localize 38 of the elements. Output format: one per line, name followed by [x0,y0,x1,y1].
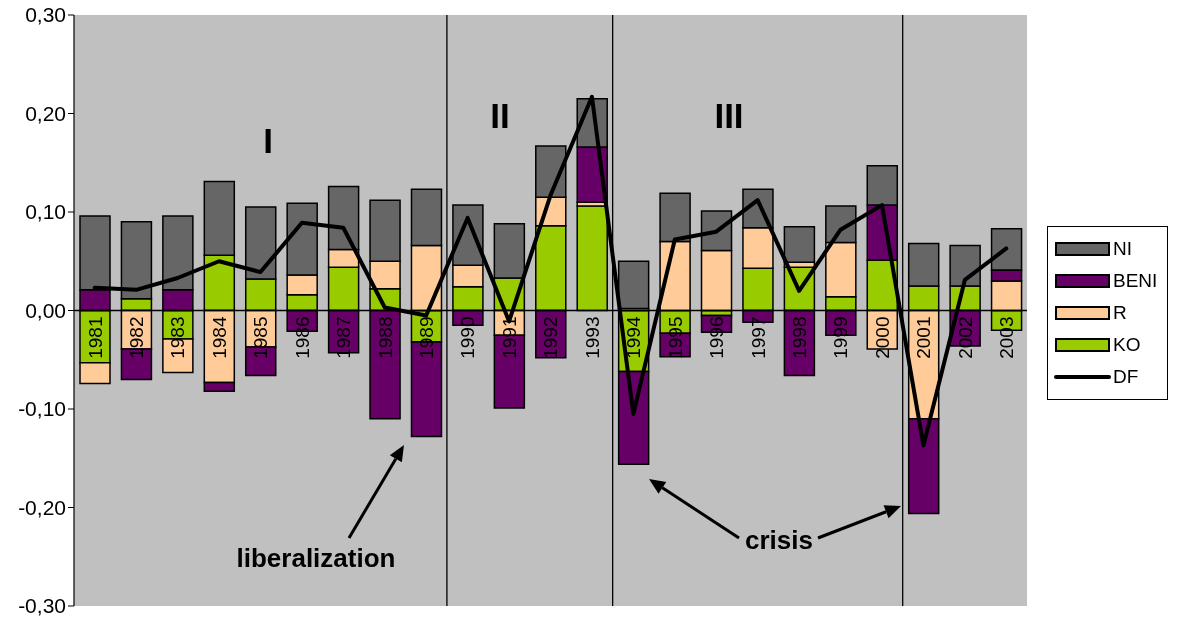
annotation: crisis [745,525,813,555]
x-tick-label: 2000 [871,316,893,359]
x-tick-label: 2001 [913,316,935,359]
y-tick-label: 0,10 [25,200,66,224]
annotation: liberalization [236,543,396,573]
y-tick-label: -0,30 [18,594,66,618]
y-tick-label: 0,20 [25,101,66,125]
legend-label: R [1113,301,1127,324]
x-tick-label: 1995 [664,316,686,359]
y-tick-label: 0,30 [25,3,66,27]
y-tick-label: -0,20 [18,495,66,519]
x-tick-label: 1984 [208,316,230,359]
legend-label: NI [1113,237,1132,260]
annotation: III [714,95,744,135]
x-tick-label: 2003 [996,316,1018,359]
legend-label: BENI [1113,269,1158,292]
x-tick-label: 1992 [540,316,562,359]
x-tick-label: 1993 [581,316,603,359]
x-tick-label: 1990 [457,316,479,359]
x-tick-label: 1994 [623,316,645,359]
annotation: II [490,95,510,135]
x-tick-label: 1998 [788,316,810,359]
legend-label: DF [1113,365,1139,388]
legend-label: KO [1113,333,1141,356]
x-tick-label: 1981 [84,316,106,359]
x-tick-label: 1982 [125,316,147,359]
annotation: I [263,120,273,160]
x-tick-label: 1996 [706,316,728,359]
x-tick-label: 1997 [747,316,769,359]
x-tick-label: 1986 [291,316,313,359]
x-tick-label: 1999 [830,316,852,359]
x-tick-label: 1985 [250,316,272,359]
y-tick-label: 0,00 [25,298,66,322]
x-tick-label: 2002 [954,316,976,359]
x-tick-label: 1989 [416,316,438,359]
x-tick-label: 1988 [374,316,396,359]
x-tick-label: 1983 [167,316,189,359]
y-tick-label: -0,10 [18,397,66,421]
